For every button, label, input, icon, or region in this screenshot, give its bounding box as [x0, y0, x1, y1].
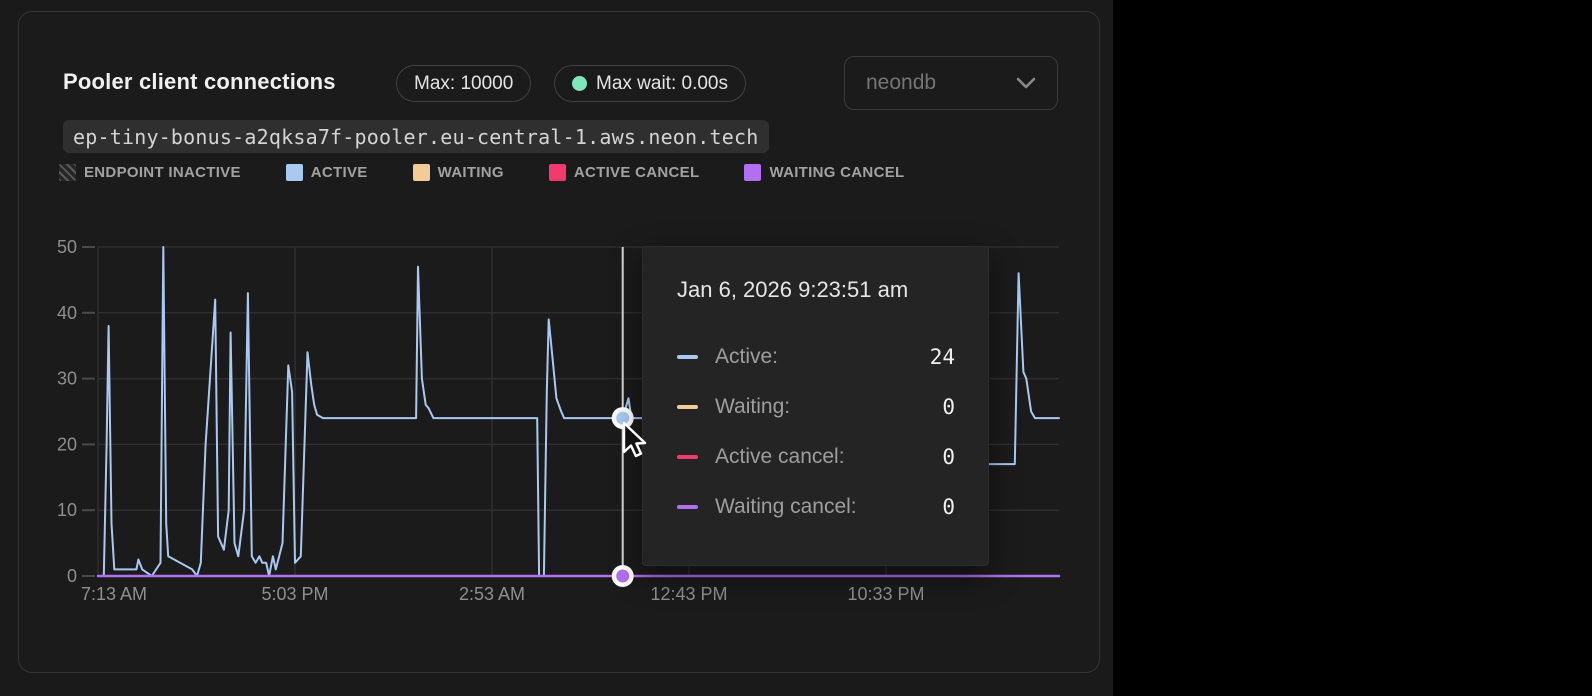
app-viewport: Pooler client connections Max: 10000 Max… [0, 0, 1113, 696]
legend-item-active[interactable]: ACTIVE [285, 164, 368, 181]
chart-tooltip: Jan 6, 2026 9:23:51 am Active: 24 Waitin… [642, 246, 989, 566]
pooler-connections-card: Pooler client connections Max: 10000 Max… [18, 11, 1100, 673]
waiting-dash-icon [677, 404, 698, 410]
database-select[interactable]: neondb [844, 56, 1058, 110]
chevron-down-icon [1016, 77, 1036, 89]
tooltip-timestamp: Jan 6, 2026 9:23:51 am [677, 277, 909, 302]
svg-text:10:33 PM: 10:33 PM [847, 584, 924, 604]
tooltip-row-value: 24 [929, 345, 955, 369]
svg-text:5:03 PM: 5:03 PM [261, 584, 328, 604]
tooltip-rows: Active: 24 Waiting: 0 Active cancel: 0 [677, 332, 955, 532]
tooltip-row-label: Active: [715, 345, 779, 368]
waiting-cancel-dash-icon [677, 504, 698, 510]
svg-text:7:13 AM: 7:13 AM [81, 584, 147, 604]
tooltip-row-label: Waiting cancel: [715, 495, 857, 518]
tooltip-row-value: 0 [942, 495, 955, 519]
legend-label: ENDPOINT INACTIVE [84, 164, 241, 181]
legend-label: ACTIVE [310, 164, 368, 181]
active-cancel-swatch-icon [548, 164, 566, 181]
waiting-swatch-icon [412, 164, 430, 181]
tooltip-row-value: 0 [942, 445, 955, 469]
tooltip-row-active-cancel: Active cancel: 0 [677, 432, 955, 482]
svg-text:30: 30 [57, 369, 77, 389]
legend-label: WAITING CANCEL [769, 164, 905, 181]
svg-text:12:43 PM: 12:43 PM [650, 584, 727, 604]
tooltip-row-waiting-cancel: Waiting cancel: 0 [677, 482, 955, 532]
chart-legend: ENDPOINT INACTIVE ACTIVE WAITING ACTIVE … [59, 164, 904, 181]
endpoint-host-badge: ep-tiny-bonus-a2qksa7f-pooler.eu-central… [63, 120, 769, 153]
status-dot-icon [572, 76, 587, 91]
max-connections-label: Max: 10000 [414, 72, 514, 94]
max-wait-badge: Max wait: 0.00s [554, 65, 746, 102]
tooltip-row-label: Active cancel: [715, 445, 845, 468]
legend-item-endpoint-inactive[interactable]: ENDPOINT INACTIVE [59, 164, 241, 181]
tooltip-row-label: Waiting: [715, 395, 791, 418]
tooltip-row-waiting: Waiting: 0 [677, 382, 955, 432]
active-cancel-dash-icon [677, 454, 698, 460]
max-wait-label: Max wait: 0.00s [596, 72, 728, 94]
database-select-value: neondb [866, 71, 937, 94]
legend-label: ACTIVE CANCEL [573, 164, 700, 181]
active-dash-icon [677, 354, 698, 360]
tooltip-row-value: 0 [942, 395, 955, 419]
svg-text:40: 40 [57, 303, 77, 323]
legend-item-waiting-cancel[interactable]: WAITING CANCEL [744, 164, 904, 181]
active-swatch-icon [285, 164, 303, 181]
connections-chart[interactable]: 0 10 20 30 40 50 7:13 AM 5:03 PM 2:53 AM 12:43 PM… [19, 12, 1099, 672]
svg-text:50: 50 [57, 237, 77, 257]
mouse-cursor [622, 421, 647, 458]
svg-text:0: 0 [67, 566, 77, 586]
tooltip-row-active: Active: 24 [677, 332, 955, 382]
svg-text:2:53 AM: 2:53 AM [459, 584, 525, 604]
legend-item-active-cancel[interactable]: ACTIVE CANCEL [548, 164, 700, 181]
legend-item-waiting[interactable]: WAITING [412, 164, 504, 181]
waiting-cancel-swatch-icon [744, 164, 762, 181]
card-title: Pooler client connections [63, 69, 336, 94]
legend-label: WAITING [437, 164, 504, 181]
endpoint-inactive-swatch-icon [59, 164, 76, 181]
max-connections-badge: Max: 10000 [396, 65, 532, 102]
svg-text:20: 20 [57, 434, 77, 454]
line-chart-canvas[interactable]: 0 10 20 30 40 50 7:13 AM 5:03 PM 2:53 AM 12:43 PM… [19, 12, 1101, 674]
svg-text:10: 10 [57, 500, 77, 520]
